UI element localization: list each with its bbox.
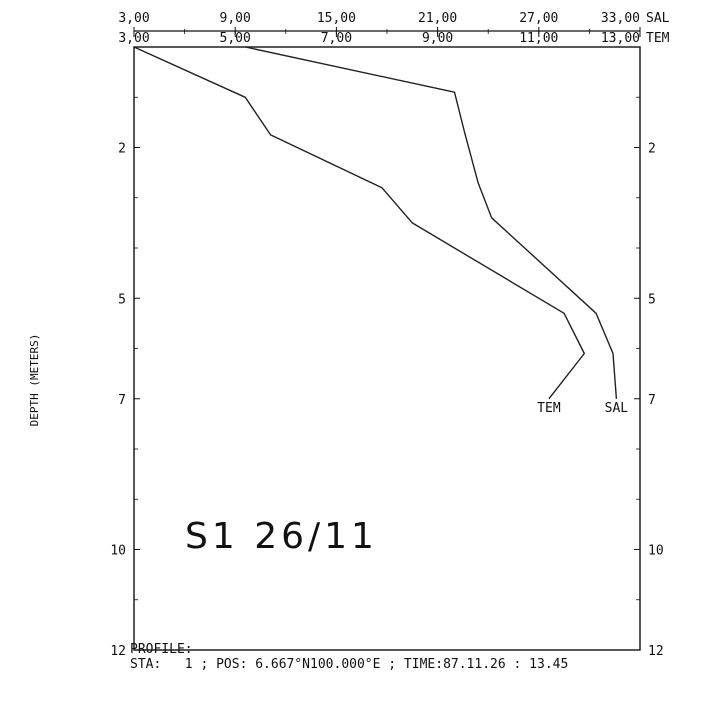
station-annotation: S1 26/11 [185,516,378,557]
sal-tick-label: 21,00 [418,11,457,26]
x-axes: 3,00 9,00 15,00 21,00 27,00 33,00 SAL 3,00 5,00 7… [118,11,669,46]
y-left-tick-label: 12 [110,644,126,659]
sal-axis-name: SAL [646,11,670,26]
y-left-tick-label: 2 [118,142,126,157]
sal-curve-label: SAL [605,401,629,416]
tem-tick-label: 5,00 [220,31,251,46]
sal-line [245,46,618,399]
tem-line [133,46,585,400]
sal-tick-label: 27,00 [519,11,558,26]
y-left-tick-label: 10 [110,544,126,559]
sal-tick-label: 9,00 [220,11,251,26]
y-right-tick-label: 12 [648,644,664,659]
y-left-tick-label: 5 [118,292,126,307]
tem-tick-label: 3,00 [118,31,149,46]
y-right-tick-label: 2 [648,142,656,157]
footer-profile-label: PROFILE: [130,642,193,657]
y-right-tick-label: 5 [648,292,656,307]
tem-curve-label: TEM [537,401,561,416]
y-right-tick-label: 10 [648,544,664,559]
tem-tick-label: 11,00 [519,31,558,46]
tem-tick-label: 9,00 [422,31,453,46]
plot-border [133,46,641,651]
plot-frame [133,46,641,651]
tem-axis-name: TEM [646,31,670,46]
y-right-tick-label: 7 [648,393,656,408]
sal-tick-label: 3,00 [118,11,149,26]
sal-tick-label: 15,00 [317,11,356,26]
footer-station-info: STA: 1 ; POS: 6.667°N100.000°E ; TIME:87… [130,657,569,672]
tem-tick-label: 7,00 [321,31,352,46]
tem-tick-label: 13,00 [601,31,640,46]
y-axis-label: DEPTH (METERS) [28,334,41,427]
y-left-tick-label: 7 [118,393,126,408]
series-lines: TEM SAL [133,46,629,416]
sal-tick-label: 33,00 [601,11,640,26]
y-axes: 2 5 7 10 12 2 5 7 10 12 [110,96,664,659]
